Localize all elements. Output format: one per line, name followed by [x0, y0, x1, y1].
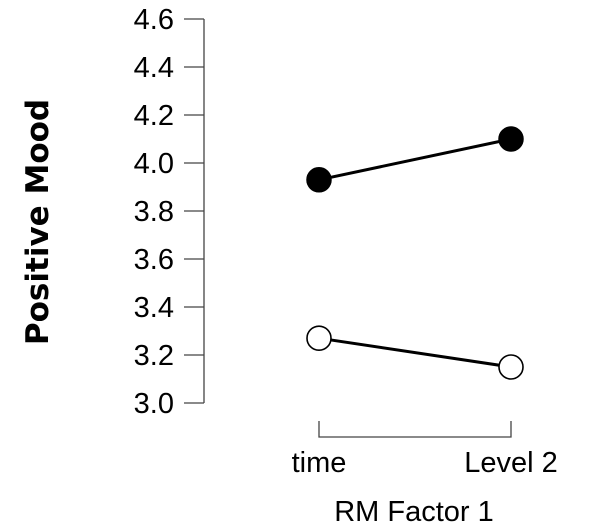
- y-tick-label: 3.2: [134, 340, 174, 372]
- y-tick-label: 4.4: [134, 52, 174, 84]
- x-ticks: time Level 2: [292, 447, 558, 479]
- y-tick-label: 4.6: [134, 4, 174, 36]
- y-tick-label: 3.0: [134, 388, 174, 420]
- series-layer: [306, 126, 524, 380]
- series-2: [306, 325, 524, 380]
- y-tick-label: 3.6: [134, 244, 174, 276]
- data-point: [306, 167, 332, 193]
- y-ticks: 3.0 3.2 3.4 3.6 3.8 4.0 4.2 4.4 4.6: [134, 4, 204, 420]
- series-1: [306, 126, 524, 193]
- x-tick-label: time: [292, 447, 347, 479]
- x-axis-line: [318, 421, 512, 438]
- data-point: [498, 126, 524, 152]
- data-point: [498, 354, 524, 380]
- y-axis: 3.0 3.2 3.4 3.6 3.8 4.0 4.2 4.4 4.6: [134, 4, 205, 420]
- data-point: [306, 325, 332, 352]
- x-axis: time Level 2: [292, 421, 558, 479]
- x-tick-label: Level 2: [464, 447, 558, 479]
- x-axis-title: RM Factor 1: [334, 496, 494, 528]
- y-tick-label: 4.0: [134, 148, 174, 180]
- series-line: [318, 336, 512, 369]
- series-line: [318, 137, 512, 182]
- y-tick-label: 4.2: [134, 100, 174, 132]
- y-axis-title: Positive Mood: [20, 99, 56, 345]
- y-tick-label: 3.4: [134, 292, 174, 324]
- y-tick-label: 3.8: [134, 196, 174, 228]
